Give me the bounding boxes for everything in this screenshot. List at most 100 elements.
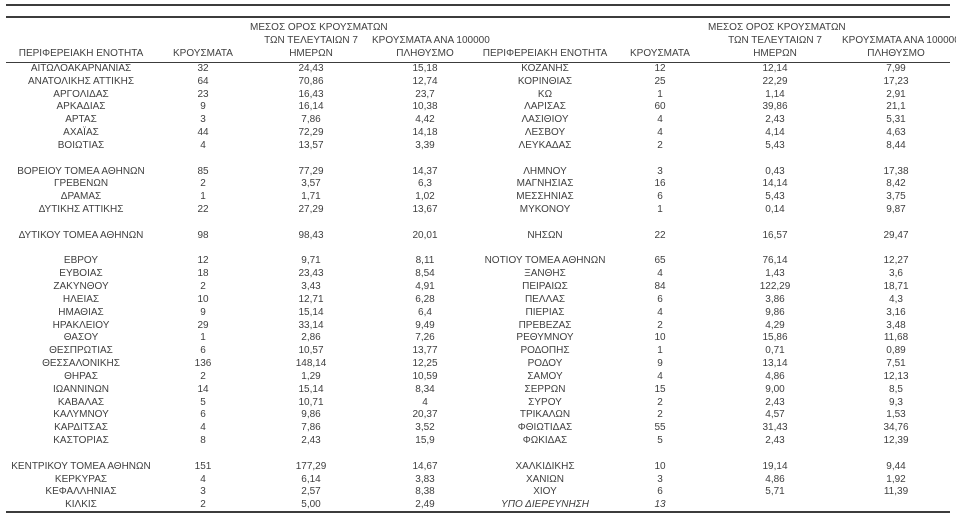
table-row: ΖΑΚΥΝΘΟΥ 2 3,43 4,91 [6,281,478,294]
cases-cell: 9 [657,358,663,370]
region-cell: ΞΑΝΘΗΣ [524,268,566,280]
cases-cell: 25 [654,75,666,87]
cases-cell: 9 [200,306,206,318]
table-row: ΑΡΤΑΣ 3 7,86 4,42 [6,114,478,127]
per-100k-cell: 1,53 [886,409,906,421]
region-cell: ΛΑΡΙΣΑΣ [524,101,566,113]
cases-cell: 6 [657,486,663,498]
cases-cell: 2 [200,499,206,511]
table-row: ΘΗΡΑΣ 2 1,29 10,59 [6,371,478,384]
region-cell: ΙΩΑΝΝΙΝΩΝ [52,383,110,395]
region-cell: ΘΑΣΟΥ [63,332,99,344]
column-header-line: ΤΩΝ ΤΕΛΕΥΤΑΙΩΝ 7 [728,35,822,46]
per-100k-cell: 8,44 [886,139,906,151]
table-row: ΧΑΝΙΩΝ 3 4,86 1,92 [478,474,950,487]
table-row: ΚΑΒΑΛΑΣ 5 10,71 4 [6,397,478,410]
table-row: ΞΑΝΘΗΣ 4 1,43 3,6 [478,268,950,281]
region-cell: ΒΟΙΩΤΙΑΣ [57,139,105,151]
region-cell: ΘΕΣΠΡΩΤΙΑΣ [49,345,113,357]
per-100k-cell: 8,34 [415,383,435,395]
group-spacer [478,153,950,166]
per-100k-cell: 3,6 [889,268,903,280]
cases-cell: 10 [654,332,666,344]
cases-cell: 84 [654,281,666,293]
table-header-row: ΠΕΡΙΦΕΡΕΙΑΚΗ ΕΝΟΤΗΤΑ ΚΡΟΥΣΜΑΤΑ ΜΕΣΟΣ ΟΡΟΣ … [6,18,490,62]
avg-7day-cell: 76,14 [762,255,788,267]
per-100k-cell: 11,39 [883,486,909,498]
per-100k-cell: 6,28 [415,293,435,305]
column-header-line: ΚΡΟΥΣΜΑΤΑ [630,48,690,59]
avg-7day-cell: 3,86 [765,293,785,305]
cases-cell: 55 [654,422,666,434]
table-row: ΔΥΤΙΚΟΥ ΤΟΜΕΑ ΑΘΗΝΩΝ 98 98,43 20,01 [6,230,478,243]
avg-7day-cell: 39,86 [762,101,788,113]
column-header-line: ΠΕΡΙΦΕΡΕΙΑΚΗ ΕΝΟΤΗΤΑ [482,48,608,59]
avg-7day-cell: 7,86 [301,114,321,126]
group-spacer [478,243,950,256]
per-100k-cell: 5,31 [886,114,906,126]
per-100k-cell: 0,89 [886,345,906,357]
avg-7day-cell: 98,43 [298,229,324,241]
cases-cell: 22 [654,229,666,241]
group-spacer [6,217,478,230]
per-100k-cell: 3,52 [415,422,435,434]
cases-cell: 15 [654,383,666,395]
avg-7day-cell: 2,57 [301,486,321,498]
avg-7day-cell: 72,29 [298,127,324,139]
avg-7day-cell: 15,14 [298,383,324,395]
avg-7day-cell: 0,71 [765,345,785,357]
cases-cell: 1 [657,345,663,357]
region-cell: ΑΙΤΩΛΟΑΚΑΡΝΑΝΙΑΣ [30,63,132,74]
region-cell: ΛΕΥΚΑΔΑΣ [518,139,572,151]
region-cell: ΔΥΤΙΚΟΥ ΤΟΜΕΑ ΑΘΗΝΩΝ [18,229,144,241]
cases-cell: 22 [197,204,209,216]
avg-7day-cell: 2,43 [765,396,785,408]
per-100k-cell: 3,75 [886,191,906,203]
avg-7day-cell: 13,57 [298,139,324,151]
table-row: ΤΡΙΚΑΛΩΝ 2 4,57 1,53 [478,409,950,422]
avg-7day-cell: 15,14 [298,306,324,318]
table-row: ΕΥΒΟΙΑΣ 18 23,43 8,54 [6,268,478,281]
table-row: ΜΑΓΝΗΣΙΑΣ 16 14,14 8,42 [478,178,950,191]
region-cell: ΓΡΕΒΕΝΩΝ [53,178,109,190]
cases-cell: 4 [657,268,663,280]
column-header-line: ΗΜΕΡΩΝ [753,48,797,59]
table-row: ΔΥΤΙΚΗΣ ΑΤΤΙΚΗΣ 22 27,29 13,67 [6,204,478,217]
header-rule [6,62,950,63]
per-100k-cell: 4,42 [415,114,435,126]
avg-7day-cell: 15,86 [762,332,788,344]
region-cell: ΑΡΓΟΛΙΔΑΣ [53,88,109,100]
cases-cell: 16 [654,178,666,190]
cases-cell: 2 [657,396,663,408]
region-cell: ΕΥΒΟΙΑΣ [59,268,103,280]
table-row: ΛΑΣΙΘΙΟΥ 4 2,43 5,31 [478,114,950,127]
table-row: ΚΑΛΥΜΝΟΥ 6 9,86 20,37 [6,409,478,422]
cases-cell: 2 [657,319,663,331]
region-cell: ΠΕΙΡΑΙΩΣ [522,281,568,293]
region-cell: ΖΑΚΥΝΘΟΥ [53,281,109,293]
avg-7day-cell: 148,14 [295,358,327,370]
column-header-line: ΠΛΗΘΥΣΜΟ [867,48,925,59]
cases-cell: 12 [654,63,666,74]
region-cell: ΜΕΣΣΗΝΙΑΣ [516,191,574,203]
per-100k-cell: 17,38 [883,165,909,177]
region-cell: ΝΗΣΩΝ [527,229,563,241]
per-100k-cell: 7,99 [886,63,906,74]
avg-7day-cell: 2,86 [301,332,321,344]
per-100k-cell: 10,38 [412,101,438,113]
table-row: ΗΡΑΚΛΕΙΟΥ 29 33,14 9,49 [6,320,478,333]
table-row: ΡΕΘΥΜΝΟΥ 10 15,86 11,68 [478,332,950,345]
cases-cell: 2 [657,139,663,151]
avg-7day-cell: 1,14 [765,88,785,100]
avg-7day-cell: 5,00 [301,499,321,511]
table-row: ΜΥΚΟΝΟΥ 1 0,14 9,87 [478,204,950,217]
table-row: ΑΧΑΪΑΣ 44 72,29 14,18 [6,127,478,140]
table-row: ΑΝΑΤΟΛΙΚΗΣ ΑΤΤΙΚΗΣ 64 70,86 12,74 [6,76,478,89]
table-row: ΥΠΟ ΔΙΕΡΕΥΝΗΣΗ 13 [478,499,950,512]
per-100k-cell: 14,37 [412,165,438,177]
table-row: ΓΡΕΒΕΝΩΝ 2 3,57 6,3 [6,178,478,191]
avg-7day-cell: 24,43 [298,63,324,74]
avg-7day-cell: 1,29 [301,370,321,382]
cases-cell: 1 [200,332,206,344]
cases-cell: 4 [657,127,663,139]
